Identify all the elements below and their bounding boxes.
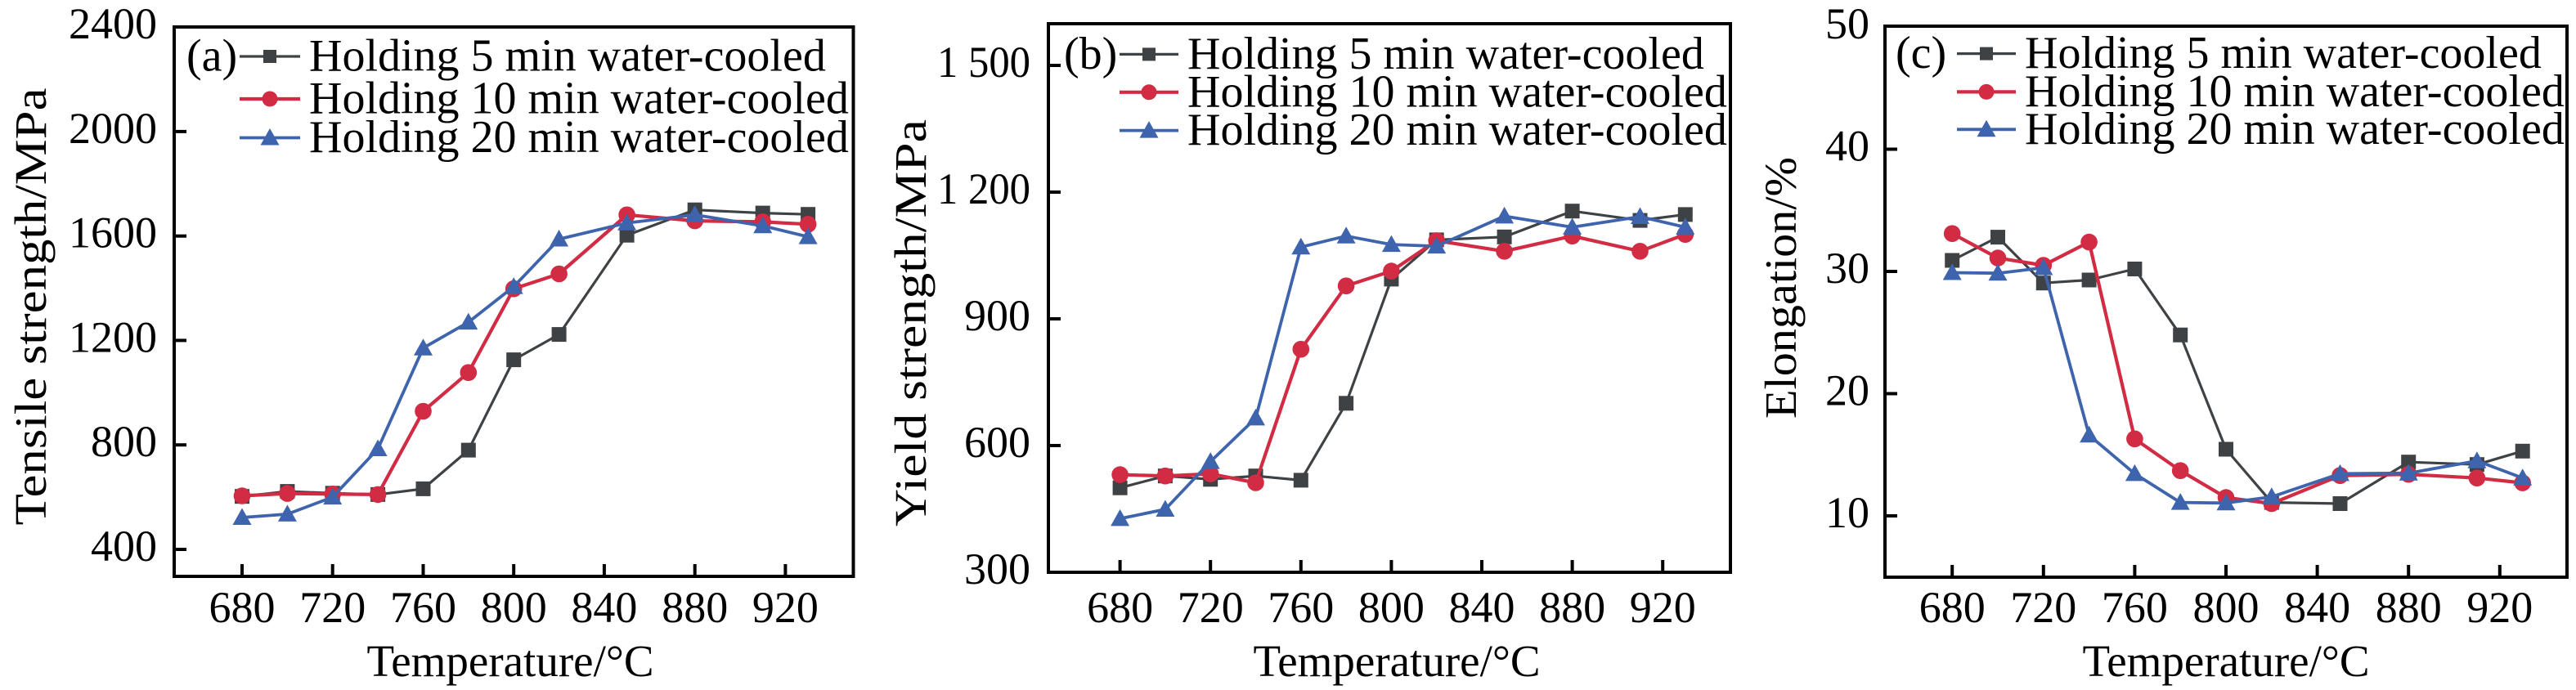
svg-text:30: 30 [1825, 244, 1869, 293]
svg-text:880: 880 [662, 583, 728, 632]
svg-text:50: 50 [1825, 0, 1869, 48]
svg-text:Temperature/°C: Temperature/°C [2082, 636, 2369, 686]
svg-text:1 500: 1 500 [937, 38, 1030, 87]
svg-text:840: 840 [2284, 583, 2350, 632]
svg-text:920: 920 [1630, 583, 1696, 632]
svg-text:880: 880 [2376, 583, 2442, 632]
svg-text:Holding 10 min water-cooled: Holding 10 min water-cooled [2025, 66, 2565, 117]
svg-text:800: 800 [481, 583, 547, 632]
svg-text:Holding 5 min water-cooled: Holding 5 min water-cooled [1187, 29, 1704, 79]
svg-text:Holding 5 min water-cooled: Holding 5 min water-cooled [309, 31, 826, 82]
svg-text:840: 840 [571, 583, 637, 632]
svg-text:Tensile strength/MPa: Tensile strength/MPa [6, 88, 56, 526]
svg-text:2000: 2000 [69, 104, 157, 153]
svg-text:720: 720 [1178, 583, 1244, 632]
svg-text:900: 900 [964, 291, 1030, 340]
svg-text:680: 680 [1919, 583, 1986, 632]
svg-text:920: 920 [2466, 583, 2533, 632]
svg-text:800: 800 [2193, 583, 2260, 632]
svg-text:300: 300 [964, 544, 1030, 594]
svg-text:(c): (c) [1896, 28, 1946, 78]
svg-text:Holding 10 min water-cooled: Holding 10 min water-cooled [1187, 66, 1727, 117]
svg-text:1200: 1200 [69, 312, 157, 361]
svg-text:680: 680 [1087, 583, 1153, 632]
svg-text:40: 40 [1825, 122, 1869, 171]
svg-text:760: 760 [390, 583, 456, 632]
svg-text:Temperature/°C: Temperature/°C [1253, 636, 1540, 686]
svg-text:1600: 1600 [69, 208, 157, 258]
svg-text:680: 680 [209, 583, 276, 632]
svg-text:2400: 2400 [69, 0, 157, 48]
svg-text:Holding 10 min water-cooled: Holding 10 min water-cooled [309, 74, 849, 124]
svg-text:600: 600 [964, 418, 1030, 467]
svg-text:Holding 20 min water-cooled: Holding 20 min water-cooled [1187, 105, 1727, 155]
svg-text:880: 880 [1539, 583, 1605, 632]
svg-text:760: 760 [1268, 583, 1334, 632]
svg-text:920: 920 [752, 583, 819, 632]
svg-text:400: 400 [91, 522, 157, 571]
svg-text:840: 840 [1449, 583, 1515, 632]
svg-text:Holding 5 min water-cooled: Holding 5 min water-cooled [2025, 28, 2542, 78]
svg-text:10: 10 [1825, 488, 1869, 537]
svg-text:(a): (a) [186, 31, 237, 82]
svg-text:800: 800 [91, 417, 157, 466]
svg-text:Holding 20 min water-cooled: Holding 20 min water-cooled [2025, 104, 2565, 155]
svg-text:1 200: 1 200 [937, 164, 1030, 213]
svg-text:720: 720 [299, 583, 366, 632]
svg-text:Yield strength/MPa: Yield strength/MPa [886, 119, 936, 526]
svg-text:Temperature/°C: Temperature/°C [366, 636, 653, 686]
svg-text:720: 720 [2010, 583, 2076, 632]
svg-text:20: 20 [1825, 366, 1869, 415]
svg-text:Elongation/%: Elongation/% [1756, 157, 1806, 419]
svg-text:Holding 20 min water-cooled: Holding 20 min water-cooled [309, 112, 849, 163]
svg-text:(b): (b) [1064, 29, 1117, 79]
svg-text:760: 760 [2102, 583, 2168, 632]
svg-text:800: 800 [1358, 583, 1425, 632]
